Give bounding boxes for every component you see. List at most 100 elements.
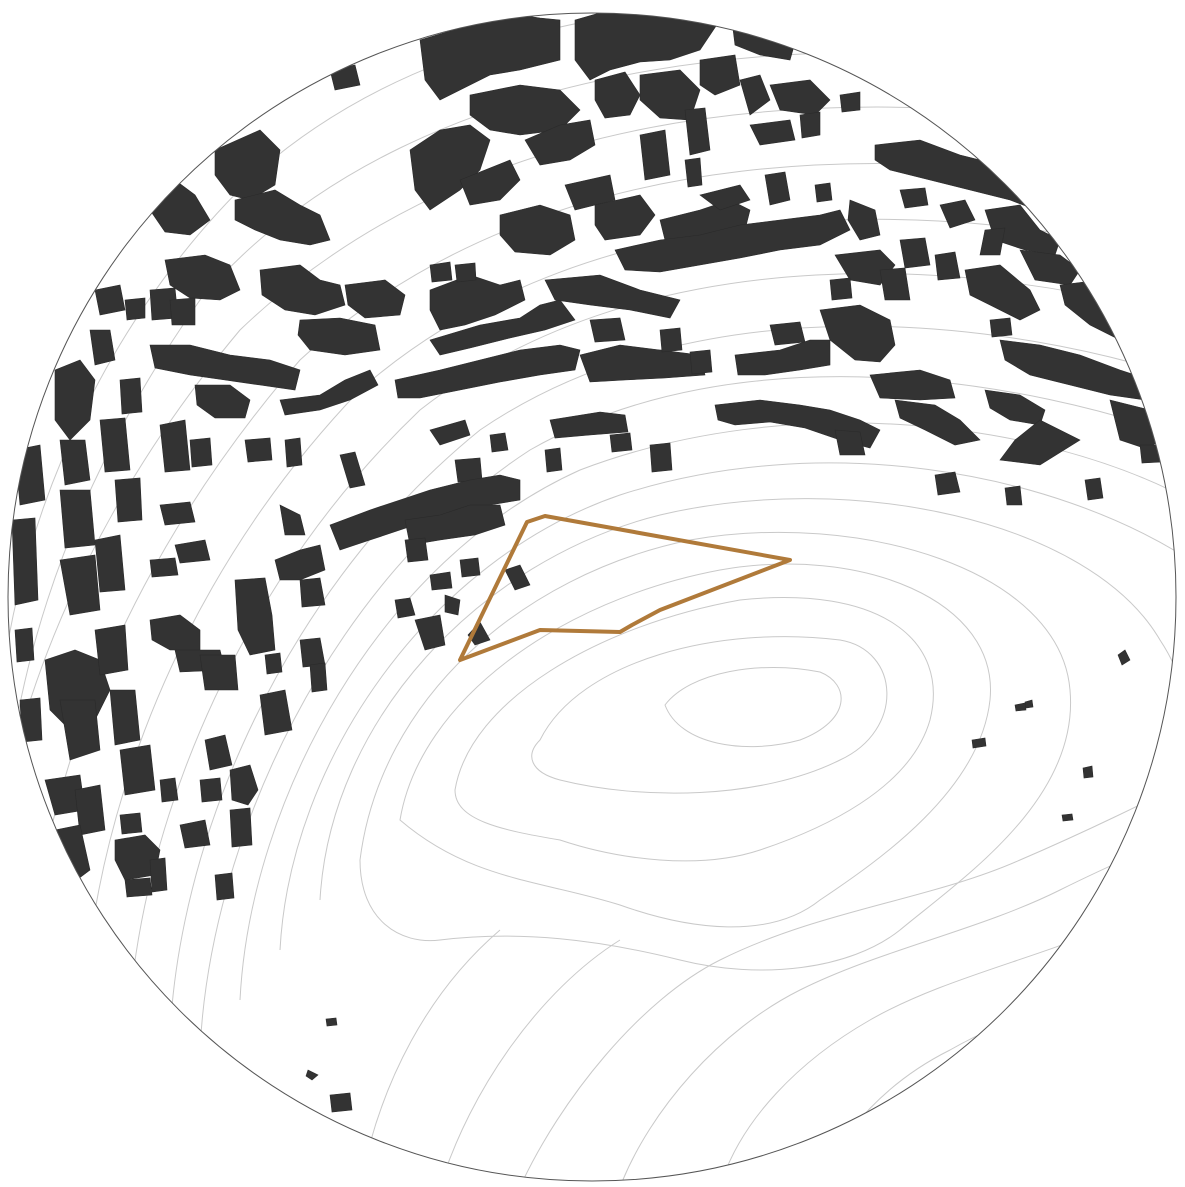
building (874, 139, 1061, 216)
building (119, 744, 156, 796)
building (99, 417, 131, 473)
building (19, 697, 43, 743)
building (119, 812, 143, 835)
building (764, 171, 791, 206)
building (274, 544, 326, 581)
building (749, 119, 796, 146)
building (325, 1017, 338, 1027)
building (579, 344, 706, 383)
building (639, 129, 671, 181)
building (214, 872, 235, 901)
building (124, 877, 153, 898)
building (54, 359, 96, 441)
building (699, 54, 741, 96)
building (799, 111, 821, 139)
building (94, 624, 129, 676)
building (1024, 699, 1034, 709)
contour-line (319, 498, 1176, 901)
building (14, 627, 35, 663)
building (769, 79, 831, 116)
contour-line (439, 939, 621, 1181)
building (699, 184, 751, 211)
building (934, 99, 966, 126)
map-frame-circle (7, 12, 1177, 1182)
building (429, 261, 453, 283)
building (94, 534, 126, 593)
contour-line (279, 462, 1176, 951)
building (454, 262, 477, 283)
building (329, 1092, 353, 1113)
building (489, 432, 509, 453)
contour-line (531, 636, 888, 794)
building (404, 537, 429, 563)
building (179, 819, 211, 849)
building (444, 594, 461, 616)
building (504, 564, 531, 591)
building (999, 419, 1081, 466)
building (109, 689, 141, 746)
building (847, 199, 881, 241)
building (1004, 485, 1023, 506)
contour-line (664, 667, 842, 748)
building (879, 267, 911, 301)
building (829, 277, 853, 301)
building (429, 571, 453, 591)
building (1082, 765, 1094, 779)
building (971, 737, 987, 749)
building (1109, 399, 1166, 451)
building (89, 329, 116, 366)
building (544, 447, 563, 473)
building (839, 91, 861, 113)
building (524, 119, 596, 166)
building (684, 107, 711, 156)
building (189, 437, 213, 468)
building (199, 654, 239, 691)
building (609, 432, 633, 453)
building (159, 419, 191, 473)
building (1117, 649, 1131, 666)
building (59, 699, 101, 761)
building (734, 339, 831, 376)
building (119, 377, 143, 415)
contour-line (719, 894, 1176, 1181)
building (614, 209, 851, 273)
building (594, 194, 656, 241)
building (649, 442, 673, 473)
building (229, 764, 259, 806)
building (234, 577, 276, 656)
building (305, 1069, 319, 1081)
building (339, 451, 366, 489)
building (297, 317, 381, 356)
building (59, 439, 91, 486)
building (279, 504, 306, 536)
buildings-layer (11, 13, 1166, 1113)
building (244, 437, 273, 463)
building (194, 384, 251, 419)
contour-line (8, 13, 1176, 701)
site-boundary (458, 514, 792, 662)
building (149, 179, 211, 236)
building (814, 182, 833, 203)
contour-line (399, 563, 991, 928)
building (124, 297, 146, 321)
building (594, 71, 641, 119)
building (899, 237, 931, 269)
building (979, 227, 1006, 256)
building (589, 317, 626, 343)
building (989, 317, 1013, 338)
building (74, 784, 106, 836)
building (899, 187, 929, 209)
building (1019, 249, 1081, 286)
contour-line (359, 929, 501, 1181)
building (149, 344, 301, 391)
building (149, 857, 168, 893)
building (414, 614, 446, 651)
building (344, 279, 406, 319)
building (214, 129, 281, 201)
building (164, 254, 241, 301)
building (159, 501, 196, 526)
building (934, 471, 961, 496)
building (174, 539, 211, 564)
building (769, 321, 806, 346)
